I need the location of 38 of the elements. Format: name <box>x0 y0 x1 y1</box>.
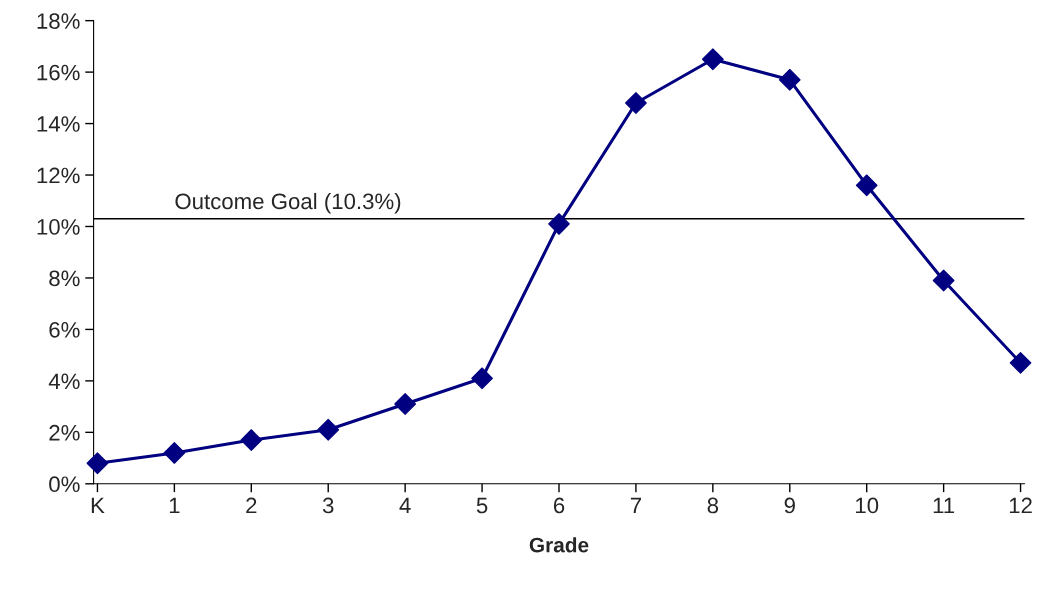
x-tick-label: 6 <box>553 497 565 514</box>
ref-line-label: Outcome Goal (10.3%) <box>175 192 401 214</box>
x-tick-label: 12 <box>1009 497 1032 514</box>
x-tick-label: 7 <box>630 497 641 514</box>
x-tick-label: 2 <box>246 497 257 514</box>
x-tick-label: 8 <box>707 497 719 514</box>
x-tick-label: 4 <box>399 497 411 514</box>
point <box>855 174 878 197</box>
x-tick-label: K <box>91 497 105 514</box>
y-tick-label: 12% <box>37 167 80 184</box>
y-tick-label: 16% <box>37 64 80 81</box>
y-tick-label: 2% <box>49 424 80 441</box>
point <box>932 269 955 292</box>
x-tick-label: 11 <box>933 497 955 514</box>
x-tick-label: 3 <box>322 497 334 514</box>
point <box>625 92 647 114</box>
y-tick-label: 0% <box>49 476 80 493</box>
y-tick-label: 10% <box>37 219 80 235</box>
point <box>394 393 417 415</box>
x-tick-label: 9 <box>784 497 795 514</box>
y-tick-label: 6% <box>49 321 80 338</box>
point <box>317 418 340 441</box>
y-tick-label: 8% <box>49 270 80 287</box>
point <box>471 367 493 390</box>
point <box>1009 351 1032 374</box>
point <box>778 68 801 91</box>
x-tick-label: 5 <box>476 497 488 514</box>
point <box>86 452 109 475</box>
point <box>701 48 724 71</box>
x-tick-label: 10 <box>856 497 879 514</box>
point <box>240 429 263 451</box>
y-tick-label: 18% <box>37 13 80 29</box>
x-tick-label: 1 <box>169 497 180 514</box>
y-tick-label: 4% <box>48 373 80 390</box>
y-tick-label: 14% <box>37 116 80 132</box>
point <box>163 442 186 464</box>
x-axis-title: Grade <box>529 537 589 553</box>
point <box>548 213 570 235</box>
